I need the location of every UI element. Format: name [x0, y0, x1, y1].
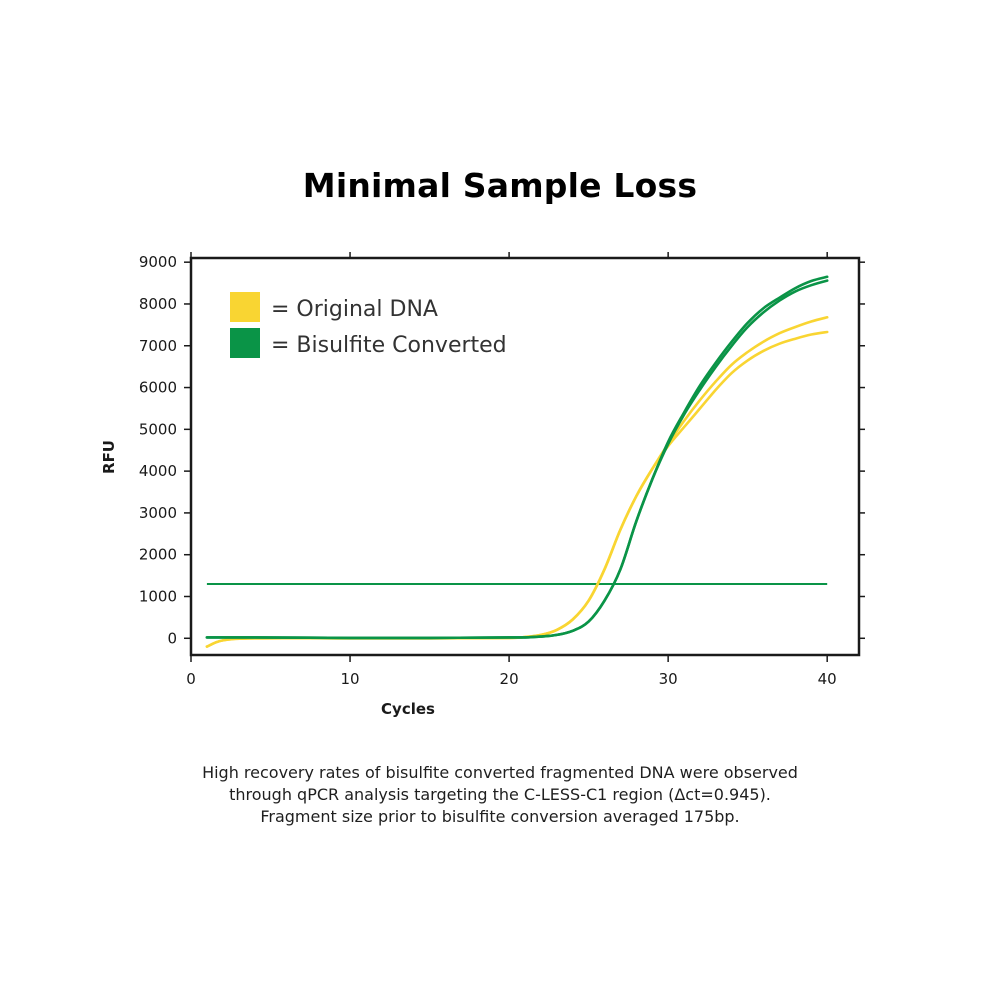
- caption-line: High recovery rates of bisulfite convert…: [202, 763, 798, 782]
- x-tick-label: 20: [500, 670, 519, 688]
- y-tick-label: 2000: [139, 546, 177, 564]
- original-dna-line: [205, 316, 829, 648]
- legend-swatch: [230, 292, 260, 322]
- y-tick-label: 6000: [139, 379, 177, 397]
- x-axis-title: Cycles: [381, 700, 435, 718]
- y-tick-label: 1000: [139, 587, 177, 605]
- x-tick-label: 30: [659, 670, 678, 688]
- x-tick-label: 10: [341, 670, 360, 688]
- x-tick-label: 0: [186, 670, 196, 688]
- y-tick-label: 0: [167, 629, 177, 647]
- bisulfite-converted-line: [205, 279, 829, 640]
- legend: = Original DNA = Bisulfite Converted: [230, 292, 507, 358]
- original-dna-line: [205, 330, 829, 648]
- chart-title: Minimal Sample Loss: [302, 166, 698, 205]
- y-tick-label: 4000: [139, 462, 177, 480]
- plot-frame: [189, 256, 861, 657]
- legend-label: = Original DNA: [271, 297, 438, 322]
- caption-line: Fragment size prior to bisulfite convers…: [260, 807, 740, 826]
- legend-label: = Bisulfite Converted: [271, 333, 507, 358]
- figure-caption: High recovery rates of bisulfite convert…: [0, 762, 1000, 828]
- y-tick-label: 3000: [139, 504, 177, 522]
- y-tick-label: 8000: [139, 295, 177, 313]
- plot-area: [205, 275, 829, 648]
- caption-line: through qPCR analysis targeting the C-LE…: [229, 785, 771, 804]
- y-tick-label: 9000: [139, 253, 177, 271]
- y-tick-label: 5000: [139, 420, 177, 438]
- legend-swatch: [230, 328, 260, 358]
- axes: 0 1000 2000 3000 4000 5000 6000 7000 8000 9000 0 10…: [100, 252, 865, 718]
- x-tick-label: 40: [818, 670, 837, 688]
- y-axis-title: RFU: [100, 440, 118, 474]
- y-tick-label: 7000: [139, 337, 177, 355]
